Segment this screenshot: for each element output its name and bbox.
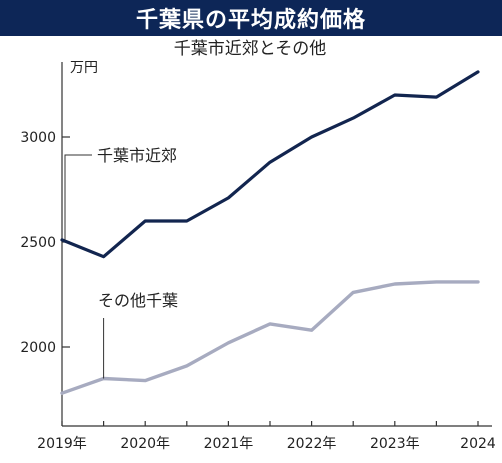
- chart-title: 千葉県の平均成約価格: [0, 0, 502, 36]
- y-tick-label: 3000: [20, 130, 56, 146]
- x-tick-label: 2019年: [37, 436, 87, 452]
- y-tick-label: 2000: [20, 340, 56, 356]
- plot-area: 2000 2500 3000 2019年 2020年 2021年 2022年 2023年 202…: [20, 39, 496, 452]
- y-tick-label: 2500: [20, 235, 56, 251]
- x-tick-label: 2021年: [204, 436, 254, 452]
- x-tick-label: 2023年: [370, 436, 420, 452]
- series-line-2: [60, 280, 480, 395]
- series-1-leader-line: [64, 154, 92, 240]
- x-tick-label: 2022年: [287, 436, 337, 452]
- x-tick-label: 2024: [460, 436, 496, 452]
- chart-subtitle: 千葉市近郊とその他: [174, 39, 327, 59]
- series-line-1: [60, 70, 480, 259]
- x-tick-label: 2020年: [120, 436, 170, 452]
- series-2-label: その他千葉: [98, 291, 178, 310]
- y-axis-unit-label: 万円: [70, 60, 98, 76]
- series-1-label: 千葉市近郊: [97, 146, 177, 165]
